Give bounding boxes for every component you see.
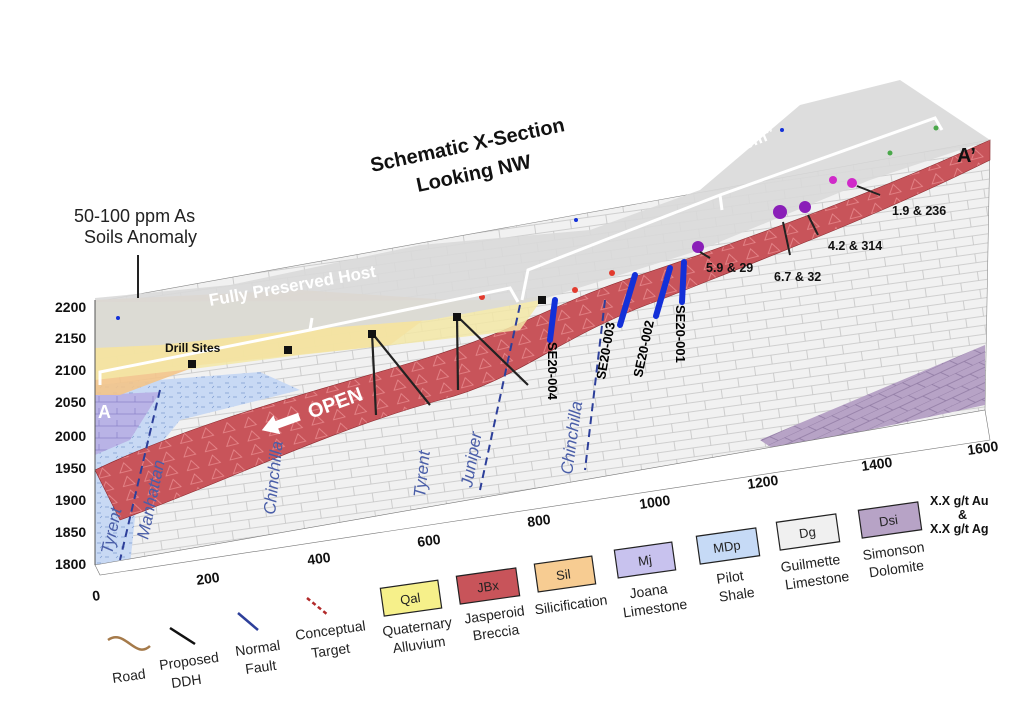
surface-top bbox=[95, 80, 990, 348]
distance-tick: 1600 bbox=[966, 438, 999, 458]
unit-label1: Pilot bbox=[715, 567, 744, 587]
assay-label: 6.7 & 32 bbox=[774, 270, 821, 284]
elevation-tick: 2200 bbox=[55, 299, 86, 315]
unit-swatch bbox=[533, 555, 597, 593]
legend-fault-label1: Normal bbox=[234, 637, 281, 659]
section-end-right: A’ bbox=[957, 145, 976, 167]
assay-key-line2: & bbox=[958, 508, 967, 522]
pilot-shale-unit bbox=[95, 372, 300, 565]
fault-symbol bbox=[237, 612, 259, 631]
unit-swatch bbox=[695, 527, 761, 565]
legend-target-label1: Conceptual bbox=[294, 617, 366, 643]
elevation-tick: 2100 bbox=[55, 362, 86, 378]
unit-code: Sil bbox=[555, 566, 572, 583]
legend: Road Proposed DDH Normal Fault Conceptua… bbox=[107, 501, 925, 691]
unit-swatch bbox=[613, 541, 677, 579]
assay-key-line1: X.X g/t Au bbox=[930, 494, 989, 508]
elevation-tick: 2150 bbox=[55, 330, 86, 346]
elevation-tick: 2000 bbox=[55, 428, 86, 444]
block-bottom-edge bbox=[94, 409, 991, 576]
assay-label: 5.9 & 29 bbox=[706, 261, 753, 275]
distance-tick: 400 bbox=[306, 549, 332, 568]
section-end-left: A bbox=[98, 402, 111, 422]
legend-unit-jbx: JBx Jasperoid Breccia bbox=[455, 567, 526, 644]
simonson-dolomite-unit bbox=[760, 345, 985, 450]
assay-label: 4.2 & 314 bbox=[828, 239, 882, 253]
unit-code: MDp bbox=[712, 537, 741, 556]
unit-label2: Breccia bbox=[472, 621, 521, 643]
drill-hole-label: SE20-004 bbox=[545, 342, 560, 401]
drill-sites-label: Drill Sites bbox=[165, 341, 221, 355]
distance-axis: 0 200 400 600 800 1000 1200 1400 1600 bbox=[91, 438, 999, 604]
assay-labels: 5.9 & 29 6.7 & 32 4.2 & 314 1.9 & 236 bbox=[706, 204, 946, 284]
distance-tick: 0 bbox=[91, 587, 101, 604]
elevation-axis: 2200 2150 2100 2050 2000 1950 1900 1850 … bbox=[55, 299, 96, 572]
legend-unit-mdp: MDp Pilot Shale bbox=[695, 527, 761, 605]
elevation-tick: 1800 bbox=[55, 556, 86, 572]
legend-ddh-label2: DDH bbox=[170, 671, 202, 691]
soils-anomaly-line1: 50-100 ppm As bbox=[74, 206, 195, 226]
joana-limestone-unit bbox=[95, 392, 160, 455]
legend-target-label2: Target bbox=[310, 640, 351, 661]
jasperoid-breccia-unit bbox=[94, 139, 991, 521]
unit-swatch bbox=[857, 501, 923, 539]
distance-tick: 600 bbox=[416, 531, 442, 550]
unit-code: Mj bbox=[637, 552, 653, 569]
drill-site-markers bbox=[188, 296, 546, 368]
legend-unit-mj: Mj Joana Limestone bbox=[613, 541, 688, 620]
ddh-symbol bbox=[169, 626, 196, 646]
elevation-tick: 1950 bbox=[55, 460, 86, 476]
unit-swatch bbox=[775, 513, 841, 551]
legend-unit-sil: Sil Silicification bbox=[533, 555, 609, 617]
unit-code: Dsi bbox=[878, 512, 899, 529]
proposed-ddh-lines bbox=[370, 315, 529, 416]
legend-conceptual-target: Conceptual Target bbox=[294, 597, 367, 661]
legend-fault-label2: Fault bbox=[244, 657, 277, 677]
unit-code: Qal bbox=[399, 590, 421, 608]
distance-tick: 1400 bbox=[860, 454, 893, 474]
normal-faults bbox=[119, 299, 606, 561]
distance-tick: 200 bbox=[195, 569, 221, 588]
soils-anomaly-line2: Soils Anomaly bbox=[84, 227, 197, 247]
unit-code: Dg bbox=[798, 524, 817, 541]
distance-tick: 800 bbox=[526, 511, 552, 530]
target-symbol bbox=[306, 597, 329, 616]
unit-label1: Joana bbox=[628, 580, 668, 601]
drill-holes bbox=[547, 259, 687, 343]
legend-ddh-label1: Proposed bbox=[158, 649, 220, 673]
unit-label2: Dolomite bbox=[868, 557, 925, 581]
legend-normal-fault: Normal Fault bbox=[234, 612, 281, 677]
annotation-arrows bbox=[137, 185, 881, 298]
brackets bbox=[98, 116, 944, 385]
legend-road-label: Road bbox=[111, 665, 146, 686]
unit-code: JBx bbox=[476, 578, 500, 596]
assay-dots bbox=[116, 125, 939, 320]
elevation-tick: 1850 bbox=[55, 524, 86, 540]
fault-label: Tyrent bbox=[410, 449, 434, 499]
road-symbol bbox=[107, 636, 151, 651]
legend-proposed-ddh: Proposed DDH bbox=[158, 626, 220, 691]
elevation-tick: 1900 bbox=[55, 492, 86, 508]
assay-key-line3: X.X g/t Ag bbox=[930, 522, 989, 536]
assay-label: 1.9 & 236 bbox=[892, 204, 946, 218]
unit-swatch bbox=[455, 567, 521, 605]
unit-label2: Shale bbox=[718, 584, 756, 605]
distance-tick: 1000 bbox=[638, 492, 671, 512]
assay-key: X.X g/t Au & X.X g/t Ag bbox=[930, 494, 989, 536]
unit-swatch bbox=[379, 579, 443, 617]
distance-tick: 1200 bbox=[746, 472, 779, 492]
legend-unit-dg: Dg Guilmette Limestone bbox=[775, 513, 850, 593]
drill-hole-label: SE20-001 bbox=[673, 305, 688, 363]
unit-label2: Alluvium bbox=[392, 633, 447, 656]
unit-label1: Silicification bbox=[534, 591, 609, 617]
legend-unit-dsi: Dsi Simonson Dolomite bbox=[857, 501, 925, 581]
legend-road: Road bbox=[107, 636, 151, 686]
elevation-tick: 2050 bbox=[55, 394, 86, 410]
legend-unit-qal: Qal Quaternary Alluvium bbox=[379, 579, 453, 656]
